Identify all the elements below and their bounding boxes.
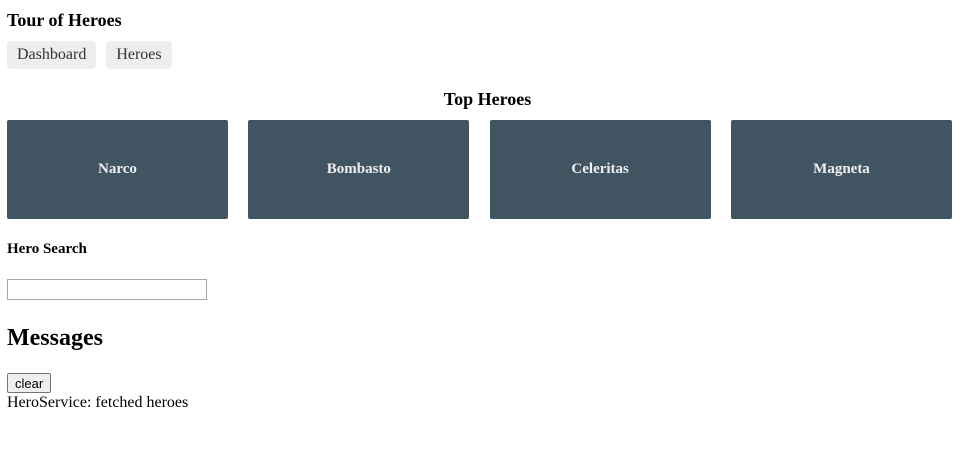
hero-card-name: Narco xyxy=(98,161,137,177)
hero-card-name: Magneta xyxy=(813,161,870,177)
clear-messages-button[interactable]: clear xyxy=(7,373,52,393)
main-nav: Dashboard Heroes xyxy=(7,41,172,69)
top-heroes-title: Top Heroes xyxy=(443,89,532,109)
hero-search-input[interactable] xyxy=(7,279,207,300)
hero-card-name: Celeritas xyxy=(571,161,629,177)
hero-grid: Narco Bombasto Celeritas Magneta xyxy=(7,120,952,219)
hero-card-celeritas[interactable]: Celeritas xyxy=(489,120,711,219)
nav-link-heroes[interactable]: Heroes xyxy=(106,41,172,69)
hero-card-narco[interactable]: Narco xyxy=(7,120,228,219)
message-item: HeroService: fetched heroes xyxy=(7,394,189,411)
app-title: Tour of Heroes xyxy=(7,10,122,30)
hero-card-name: Bombasto xyxy=(326,161,391,177)
nav-link-dashboard[interactable]: Dashboard xyxy=(7,41,97,69)
hero-card-magneta[interactable]: Magneta xyxy=(730,120,952,219)
hero-card-bombasto[interactable]: Bombasto xyxy=(248,120,470,219)
hero-search-title: Hero Search xyxy=(7,241,87,257)
messages-title: Messages xyxy=(7,325,103,351)
